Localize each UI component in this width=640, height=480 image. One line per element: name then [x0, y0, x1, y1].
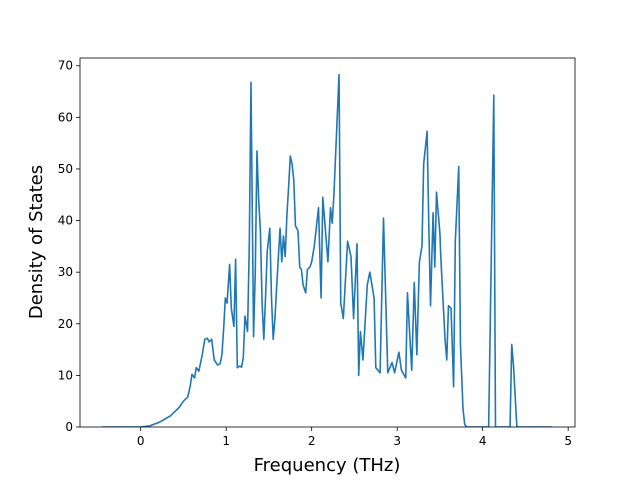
y-tick-label: 0 [65, 420, 73, 434]
x-tick-label: 0 [137, 434, 145, 448]
y-tick-label: 50 [58, 162, 73, 176]
y-tick-label: 70 [58, 59, 73, 73]
y-tick-label: 20 [58, 317, 73, 331]
x-tick-label: 3 [393, 434, 401, 448]
x-tick-label: 2 [308, 434, 316, 448]
y-tick-label: 40 [58, 214, 73, 228]
line-series [102, 73, 552, 427]
y-tick-label: 30 [58, 265, 73, 279]
x-tick-label: 1 [222, 434, 230, 448]
y-tick-label: 10 [58, 368, 73, 382]
x-tick-label: 4 [479, 434, 487, 448]
y-tick-label: 60 [58, 110, 73, 124]
x-axis-label: Frequency (THz) [254, 455, 401, 476]
y-axis-label: Density of States [26, 165, 47, 319]
plot-frame [79, 57, 576, 428]
x-tick-label: 5 [564, 434, 572, 448]
